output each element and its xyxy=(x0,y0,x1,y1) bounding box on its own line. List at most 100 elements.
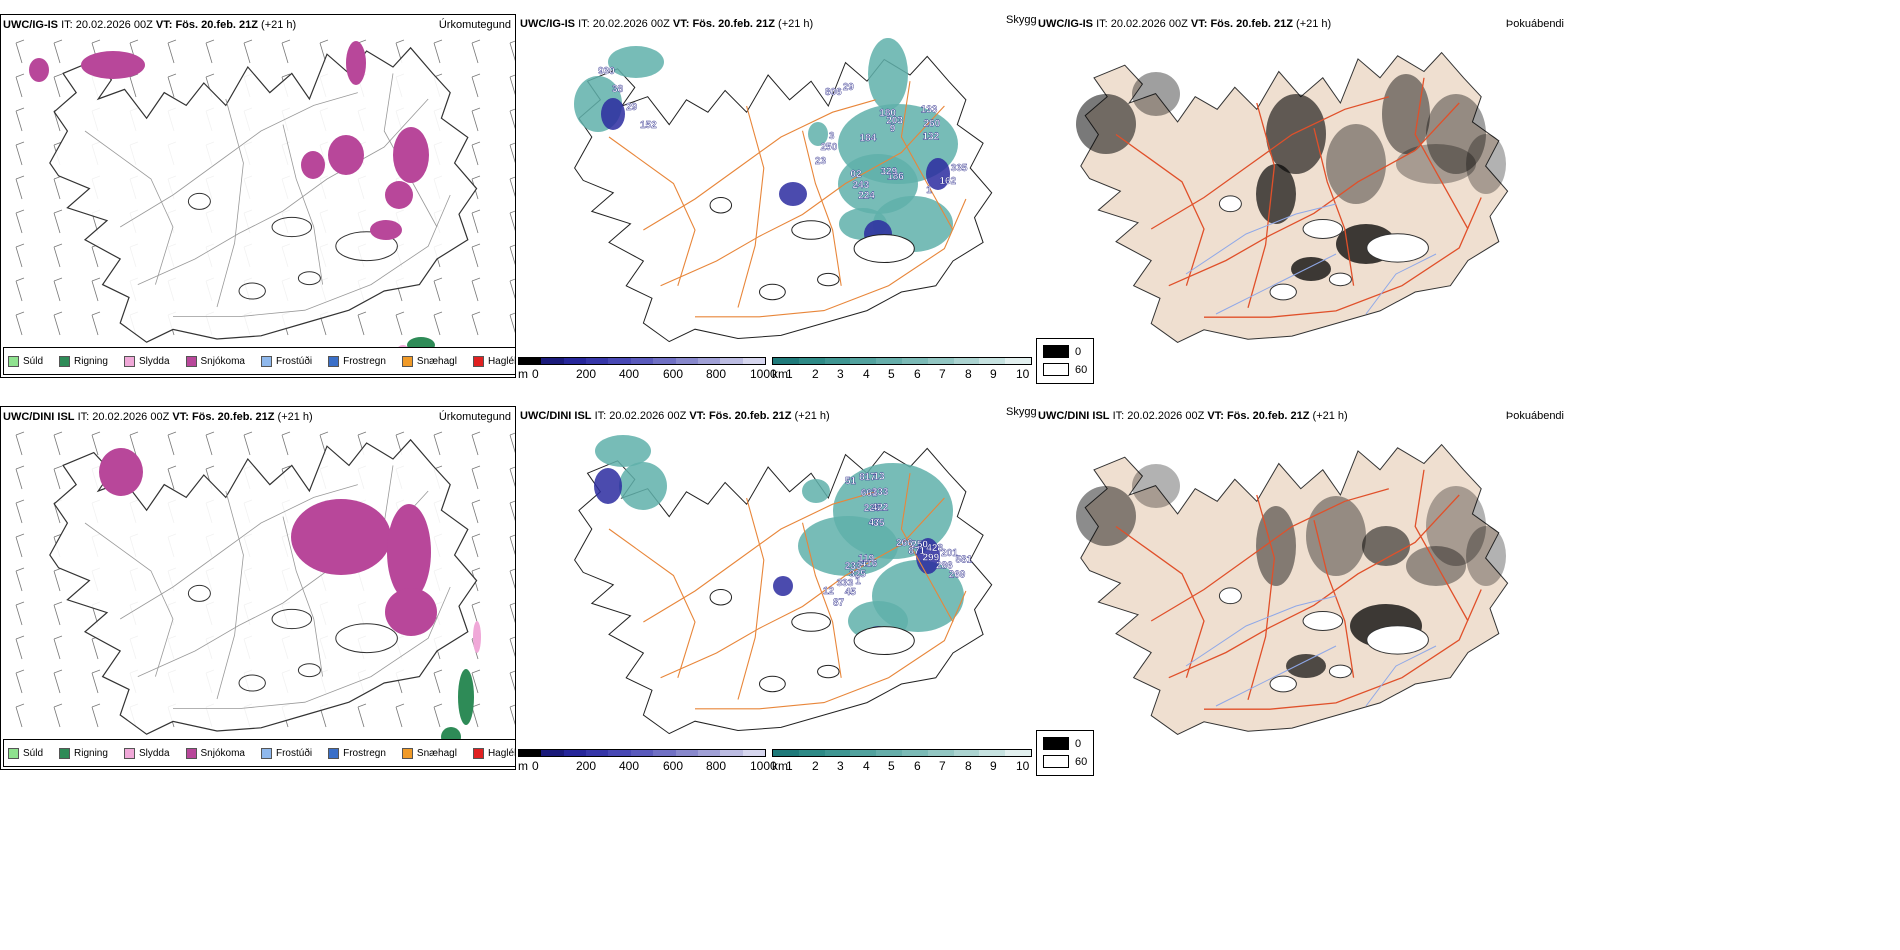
road-line xyxy=(216,490,244,700)
low-visibility-area xyxy=(619,462,667,510)
ceiling-label: 250 xyxy=(911,540,928,551)
legend-item: Frostregn xyxy=(328,355,386,367)
wind-barb xyxy=(433,277,443,302)
colorbar-segment xyxy=(675,750,698,756)
colorbar-tick-label: 8 xyxy=(965,759,972,773)
river-line xyxy=(1185,203,1337,275)
colorbar-segment xyxy=(824,750,851,756)
colorbar-unit: m xyxy=(518,759,528,773)
road-line xyxy=(1115,133,1205,286)
colorbar-segment xyxy=(850,750,877,756)
ceiling-label: 286 xyxy=(936,560,953,571)
wind-barb xyxy=(471,107,481,132)
wind-barb xyxy=(129,431,139,456)
wind-barb xyxy=(509,210,515,232)
wind-barb xyxy=(471,431,481,456)
panel-header: UWC/DINI ISL IT: 20.02.2026 00Z VT: Fös.… xyxy=(520,410,830,422)
colorbar-segment xyxy=(563,358,587,364)
glacier-outline xyxy=(335,623,398,654)
wind-barb xyxy=(433,311,443,336)
ceiling-label: 325 xyxy=(849,569,866,580)
fog-map xyxy=(1076,51,1509,343)
fog-area xyxy=(1426,94,1486,174)
colorbar-segment xyxy=(519,750,542,756)
snow-area xyxy=(385,588,437,636)
fog-area xyxy=(1132,72,1180,116)
ceiling-label: 133 xyxy=(921,105,938,116)
legend-swatch-icon xyxy=(59,747,71,759)
glacier-outline xyxy=(187,584,211,602)
legend-item: Súld xyxy=(8,747,43,759)
road-line xyxy=(1313,128,1355,286)
legend-swatch-icon xyxy=(328,355,340,367)
colorbar-tick-label: 2 xyxy=(812,759,819,773)
legend-swatch-icon xyxy=(185,747,197,759)
glacier-outline xyxy=(817,272,840,287)
road-line xyxy=(84,130,174,285)
panel-title: Skyggni xyxy=(1006,406,1046,418)
wind-barb xyxy=(91,277,101,302)
wind-barb xyxy=(509,312,515,334)
wind-barb xyxy=(15,499,25,524)
river-line xyxy=(1185,595,1337,667)
legend-item: Súld xyxy=(8,355,43,367)
colorbar-tick-label: 5 xyxy=(888,759,895,773)
colorbar-tick-label: 1 xyxy=(786,367,793,381)
fog-area xyxy=(1306,496,1366,576)
wind-barb xyxy=(471,465,481,490)
glacier-outline xyxy=(709,196,733,214)
visibility-colorbar: km 1 2 3 4 5 6 7 8 9 10 xyxy=(772,749,1034,773)
colorbar-tick-label: 0 xyxy=(532,759,539,773)
glacier-outline xyxy=(1269,675,1297,693)
road-line xyxy=(801,130,842,286)
wind-barb xyxy=(509,466,515,488)
ceiling-label: 119 xyxy=(858,554,875,565)
colorbar-segment xyxy=(850,358,877,364)
colorbar-segment xyxy=(876,750,902,756)
colorbar-tick-label: 7 xyxy=(939,759,946,773)
fog-area xyxy=(1256,506,1296,586)
glacier-outline xyxy=(709,588,733,606)
precip-panel-bottom: UWC/DINI ISL IT: 20.02.2026 00Z VT: Fös.… xyxy=(0,406,516,770)
colorbar-segment xyxy=(773,750,799,756)
ceiling-label: 243 xyxy=(853,180,870,191)
wind-barb xyxy=(53,311,63,336)
panel-title: Úrkomutegund xyxy=(438,19,511,31)
legend-swatch-icon xyxy=(472,355,484,367)
ceiling-label: 266 xyxy=(896,538,913,549)
ceiling-label: 817 xyxy=(859,472,876,483)
colorbar-segment xyxy=(773,358,799,364)
colorbar-tick-label: 200 xyxy=(576,759,597,773)
ceiling-label: 201 xyxy=(941,548,958,559)
fog-area xyxy=(1396,144,1476,184)
glacier-outline xyxy=(297,663,321,678)
fog-area xyxy=(1426,486,1486,566)
wind-barb xyxy=(471,277,481,302)
wind-barb xyxy=(509,500,515,522)
wind-barb xyxy=(15,175,25,200)
colorbar-strip xyxy=(772,357,1032,365)
snow-area xyxy=(81,51,145,79)
colorbar-segment xyxy=(541,750,564,756)
legend-item: Snæhagl xyxy=(401,355,457,367)
ceiling-map: 266 1 51 250 45 47 428 87 226 201 416 661 581 325 817 8… xyxy=(574,435,993,735)
wind-barb xyxy=(509,670,515,692)
road-line xyxy=(137,98,429,285)
ceiling-label: 29 xyxy=(626,102,638,113)
colorbar-tick-label: 0 xyxy=(532,367,539,381)
legend-label: Frostúði xyxy=(275,355,313,367)
legend-label: Snjókoma xyxy=(200,747,245,759)
wind-barb xyxy=(471,73,481,98)
wind-barb xyxy=(15,703,25,728)
visibility-colorbar: km 1 2 3 4 5 6 7 8 9 10 xyxy=(772,357,1034,381)
precip-map xyxy=(15,39,515,355)
ceiling-label: 260 xyxy=(924,119,941,130)
wind-barb xyxy=(509,108,515,130)
ceiling-panel-top: UWC/IG-IS IT: 20.02.2026 00Z VT: Fös. 20… xyxy=(518,14,1038,378)
ceiling-label: 1 xyxy=(926,185,932,196)
panel-header: UWC/DINI ISL IT: 20.02.2026 00Z VT: Fös.… xyxy=(3,411,313,423)
wind-barb xyxy=(91,703,101,728)
legend-item: Slydda xyxy=(123,355,170,367)
legend-item: Slydda xyxy=(123,747,170,759)
ceiling-label: 45 xyxy=(845,587,857,598)
